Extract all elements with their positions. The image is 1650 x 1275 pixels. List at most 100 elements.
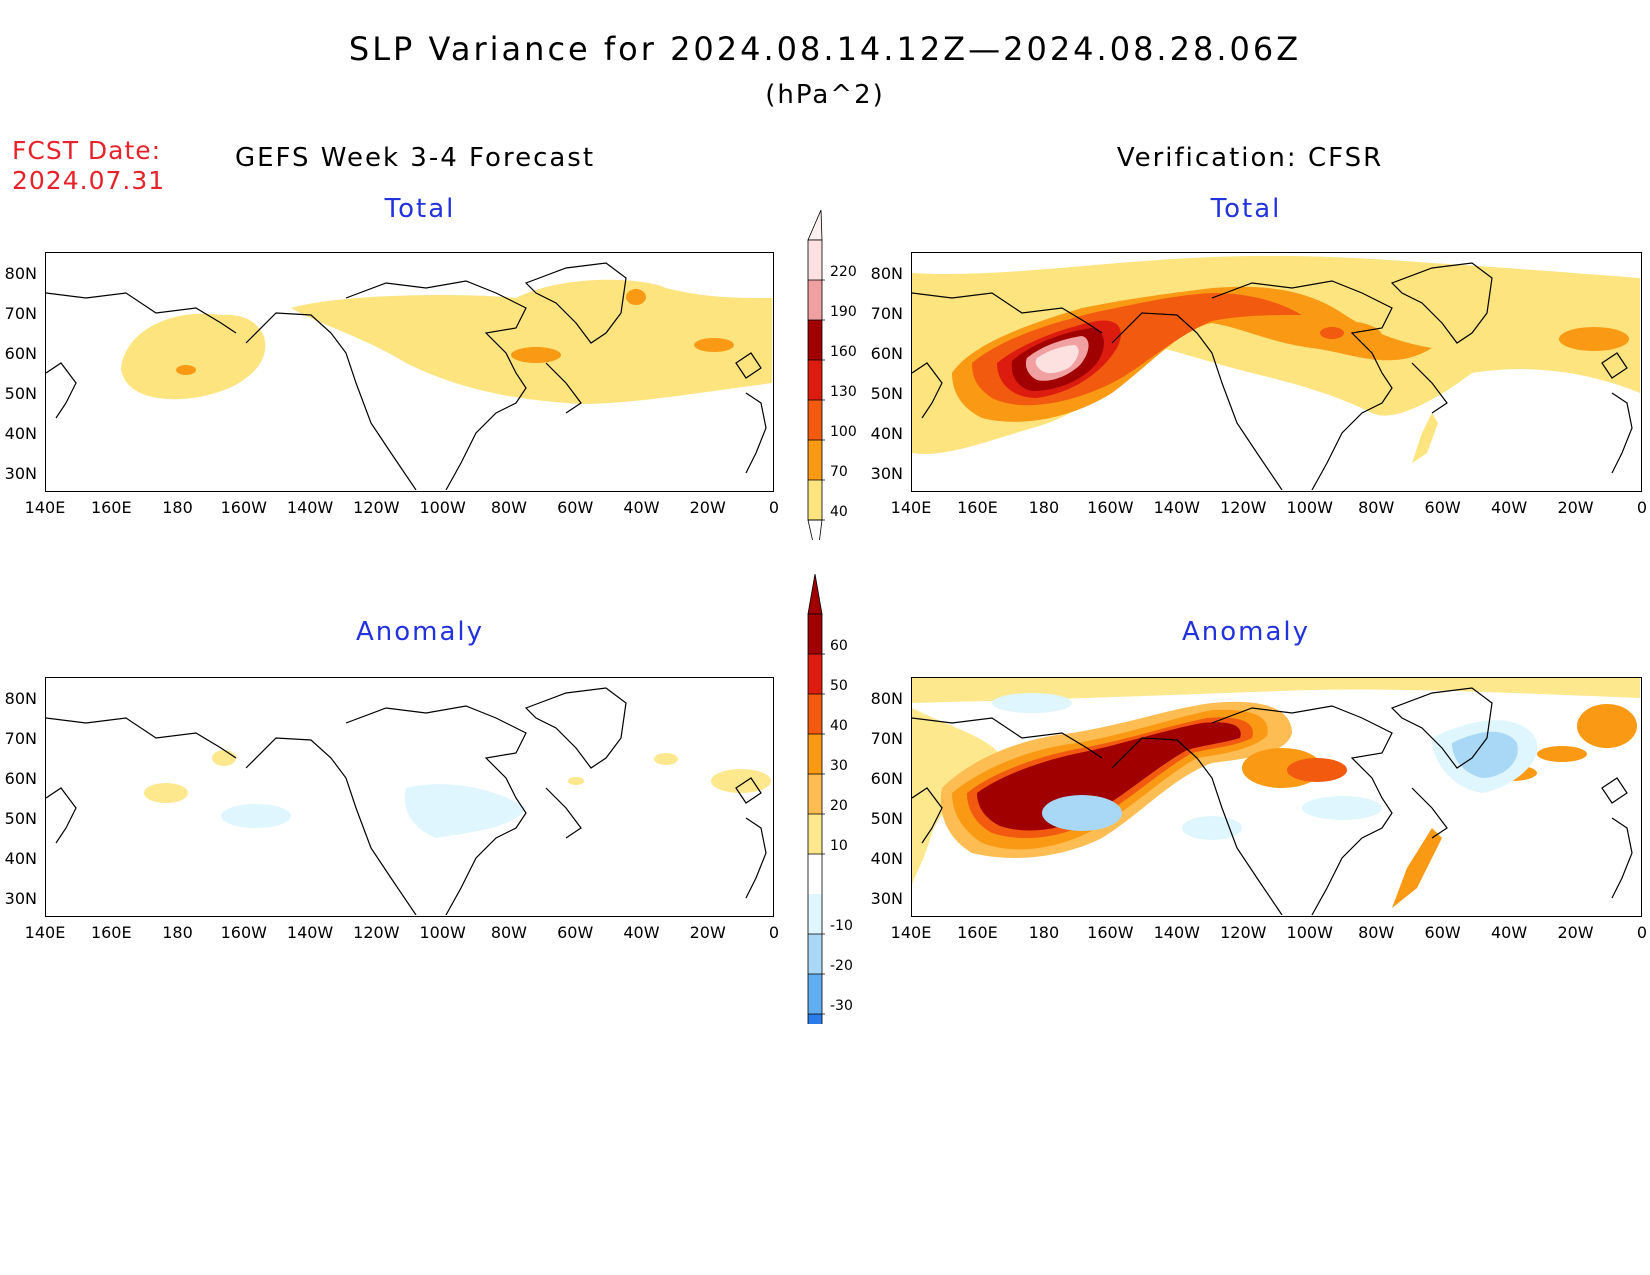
lon-tick-label: 20W — [1557, 498, 1594, 517]
figure-units: (hPa^2) — [765, 80, 885, 110]
lon-tick-label: 160W — [1087, 498, 1134, 517]
lon-tick-label: 40W — [623, 923, 660, 942]
colorbar-anomaly-label: -30 — [830, 998, 853, 1014]
shaded-contours — [912, 255, 1640, 463]
lon-tick-label: 20W — [689, 498, 726, 517]
fcst-date-label: FCST Date: — [12, 136, 162, 165]
lon-tick-label: 120W — [1220, 923, 1267, 942]
colorbar-total-label: 130 — [830, 384, 857, 400]
lon-tick-label: 180 — [162, 498, 193, 517]
lon-tick-label: 160E — [957, 923, 998, 942]
lon-tick-label: 80W — [1358, 498, 1395, 517]
lon-tick-label: 0 — [1636, 923, 1648, 942]
lon-tick-label: 60W — [1424, 923, 1461, 942]
colorbar-total-label: 70 — [830, 464, 848, 480]
map-verification-total — [911, 252, 1642, 492]
lon-tick-label: 120W — [353, 923, 400, 942]
colorbar-anomaly-label: 30 — [830, 758, 848, 774]
map-forecast-total — [45, 252, 774, 492]
colorbar-total-swatch — [808, 440, 822, 480]
coastlines — [912, 687, 1633, 915]
lat-tick-label: 70N — [4, 729, 37, 748]
fcst-date-block: FCST Date: 2024.07.31 — [12, 136, 165, 196]
lat-tick-label: 30N — [4, 889, 37, 908]
colorbar-anomaly-swatch — [808, 1014, 822, 1054]
lat-tick-label: 60N — [4, 344, 37, 363]
lat-tick-label: 60N — [870, 344, 903, 363]
colorbar-total-label: 190 — [830, 304, 857, 320]
lon-tick-label: 160W — [1087, 923, 1134, 942]
lon-tick-label: 40W — [623, 498, 660, 517]
colorbar-total-swatch — [808, 360, 822, 400]
colorbar-anomaly-label: 50 — [830, 678, 848, 694]
lon-tick-label: 160E — [957, 498, 998, 517]
colorbar-anomaly-top-arrow — [807, 573, 823, 615]
colorbar-anomaly-label: 20 — [830, 798, 848, 814]
colorbar-anomaly-swatch — [808, 854, 822, 894]
lon-tick-label: 140W — [1153, 498, 1200, 517]
lon-tick-label: 140E — [24, 923, 66, 942]
lat-tick-label: 80N — [4, 264, 37, 283]
lon-tick-label: 160W — [220, 923, 267, 942]
lon-tick-label: 0 — [768, 923, 780, 942]
panel-title-forecast-anomaly: Anomaly — [355, 617, 485, 647]
colorbar-anomaly-label: 10 — [830, 838, 848, 854]
colorbar-anomaly-swatch — [808, 774, 822, 814]
panel-title-verification-anomaly: Anomaly — [1181, 617, 1311, 647]
colorbar-total-label: 100 — [830, 424, 857, 440]
lon-tick-label: 140W — [286, 498, 334, 517]
lat-tick-label: 30N — [870, 464, 903, 483]
lat-tick-label: 70N — [870, 304, 903, 323]
panel-title-forecast-total: Total — [384, 194, 456, 224]
lat-tick-label: 40N — [4, 849, 37, 868]
lon-tick-label: 100W — [419, 498, 466, 517]
colorbar-total-swatch — [808, 280, 822, 320]
colorbar-total-swatch — [808, 320, 822, 360]
lon-tick-label: 80W — [490, 498, 527, 517]
fcst-date-value: 2024.07.31 — [12, 166, 166, 195]
lat-tick-label: 30N — [4, 464, 37, 483]
coastlines — [912, 262, 1633, 490]
lon-tick-label: 60W — [1424, 498, 1461, 517]
lat-tick-label: 80N — [4, 689, 37, 708]
lon-tick-label: 140E — [890, 923, 932, 942]
colorbar-total-swatch — [808, 240, 822, 280]
lon-tick-label: 100W — [1286, 498, 1333, 517]
lat-tick-label: 60N — [4, 769, 37, 788]
lon-tick-label: 160E — [90, 498, 132, 517]
lon-tick-label: 180 — [162, 923, 193, 942]
colorbar-total-label: 40 — [830, 504, 848, 520]
lon-tick-label: 60W — [557, 498, 594, 517]
colorbar-anomaly-swatch — [808, 734, 822, 774]
lon-tick-label: 100W — [419, 923, 466, 942]
colorbar-anomaly-swatch — [808, 654, 822, 694]
colorbar-anomaly-swatch — [808, 814, 822, 854]
coastlines — [46, 687, 767, 915]
shaded-contours — [912, 678, 1640, 908]
figure-title: SLP Variance for 2024.08.14.12Z—2024.08.… — [348, 30, 1302, 68]
lon-tick-label: 60W — [557, 923, 594, 942]
colorbar-total-label: 220 — [830, 264, 857, 280]
colorbar-total-top-arrow — [807, 209, 823, 241]
lon-tick-label: 180 — [1028, 923, 1060, 942]
lon-tick-label: 20W — [1557, 923, 1594, 942]
colorbar-anomaly-label: -20 — [830, 958, 853, 974]
lon-tick-label: 0 — [1636, 498, 1648, 517]
lon-tick-label: 160E — [90, 923, 132, 942]
forecast-column-heading: GEFS Week 3-4 Forecast — [234, 143, 596, 173]
lat-tick-label: 40N — [870, 424, 903, 443]
lat-tick-label: 50N — [870, 384, 903, 403]
colorbar-anomaly-swatch — [808, 934, 822, 974]
panel-title-verification-total: Total — [1210, 194, 1282, 224]
lat-tick-label: 30N — [870, 889, 903, 908]
lat-tick-label: 80N — [870, 264, 903, 283]
colorbar-anomaly-swatch — [808, 974, 822, 1014]
colorbar-total-label: 160 — [830, 344, 857, 360]
colorbar-anomaly-swatch — [808, 694, 822, 734]
lon-tick-label: 120W — [353, 498, 400, 517]
lon-tick-label: 140E — [24, 498, 66, 517]
lon-tick-label: 160W — [220, 498, 267, 517]
colorbar-anomaly-label: 40 — [830, 718, 848, 734]
lon-tick-label: 100W — [1286, 923, 1333, 942]
lon-tick-label: 40W — [1490, 923, 1528, 942]
